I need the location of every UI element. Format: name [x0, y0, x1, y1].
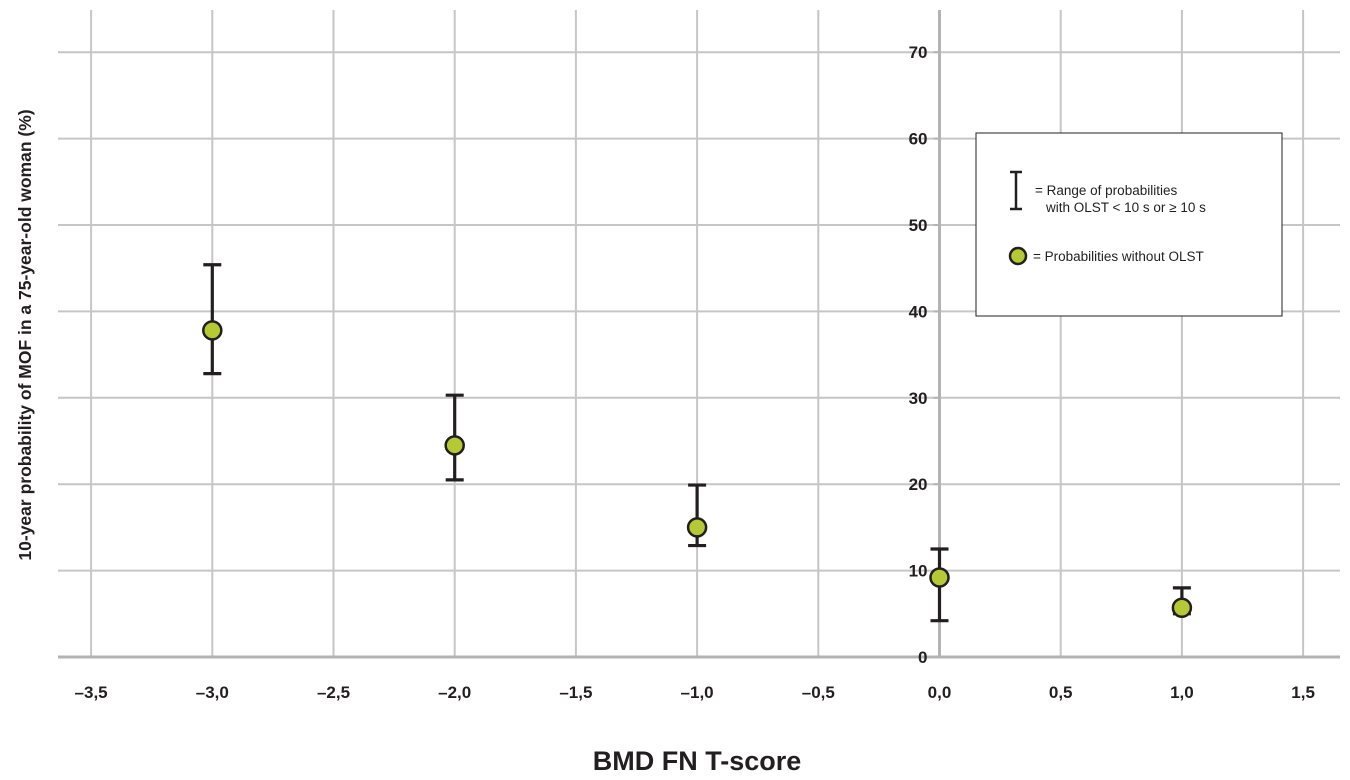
y-tick-label: 20 — [909, 475, 928, 494]
x-tick-labels: –3,5 –3,0 –2,5 –2,0 –1,5 –1,0 –0,5 0,0 0,5 1,0 1,5 — [75, 683, 1315, 702]
axes — [58, 10, 1340, 657]
data-point — [446, 436, 464, 454]
legend: = Range of probabilities with OLST < 10 … — [976, 133, 1282, 316]
y-tick-label: 0 — [918, 648, 927, 667]
y-tick-labels: 0 10 20 30 40 50 60 70 — [909, 43, 928, 667]
x-tick-label: –3,0 — [196, 683, 229, 702]
legend-marker-icon — [1010, 248, 1026, 264]
grid — [58, 10, 1340, 657]
x-tick-label: 0,5 — [1049, 683, 1073, 702]
x-tick-label: 0,0 — [928, 683, 952, 702]
data-point — [1173, 599, 1191, 617]
y-tick-label: 40 — [909, 302, 928, 321]
y-tick-label: 70 — [909, 43, 928, 62]
y-tick-label: 60 — [909, 130, 928, 149]
x-tick-label: –2,5 — [317, 683, 350, 702]
legend-box — [976, 133, 1282, 316]
x-tick-label: –1,5 — [559, 683, 592, 702]
x-tick-label: 1,5 — [1291, 683, 1315, 702]
data-point — [203, 321, 221, 339]
y-tick-label: 50 — [909, 216, 928, 235]
legend-point-label: = Probabilities without OLST — [1033, 249, 1204, 264]
x-axis-title: BMD FN T-score — [593, 746, 802, 776]
y-tick-label: 10 — [909, 562, 928, 581]
legend-range-line1: = Range of probabilities — [1035, 183, 1177, 198]
x-tick-label: –2,0 — [438, 683, 471, 702]
y-axis-title: 10-year probability of MOF in a 75-year-… — [15, 109, 35, 560]
x-tick-label: 1,0 — [1170, 683, 1194, 702]
legend-range-line2: with OLST < 10 s or ≥ 10 s — [1045, 200, 1206, 215]
data-point — [688, 518, 706, 536]
x-tick-label: –1,0 — [681, 683, 714, 702]
data-point — [931, 569, 949, 587]
x-tick-label: –3,5 — [75, 683, 108, 702]
y-tick-label: 30 — [909, 389, 928, 408]
x-tick-label: –0,5 — [802, 683, 835, 702]
